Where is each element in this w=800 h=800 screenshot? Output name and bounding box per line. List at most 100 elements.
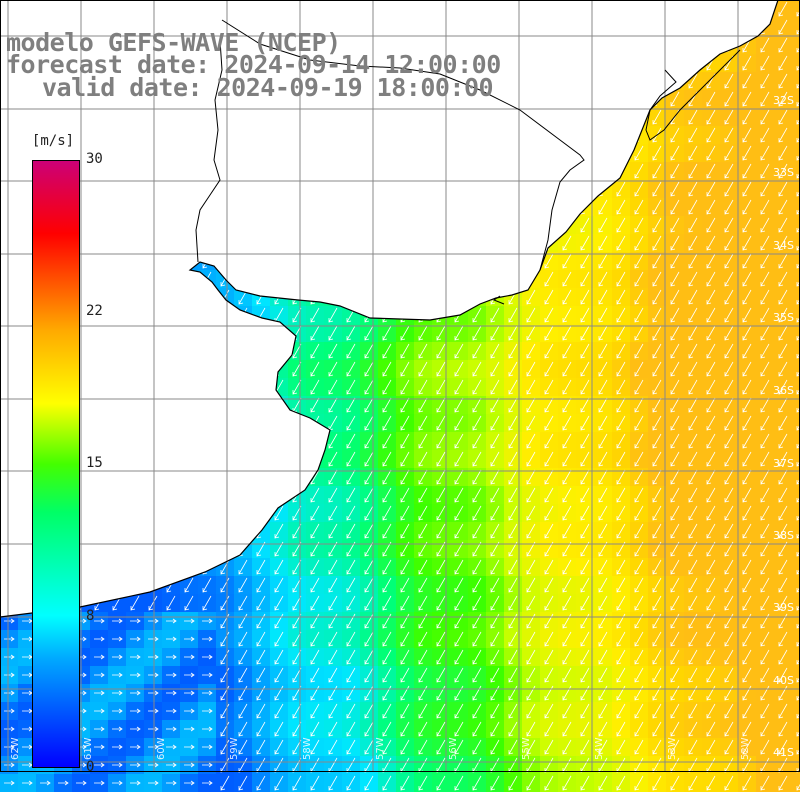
- wind-arrow: [598, 361, 608, 377]
- wind-arrow: [490, 361, 500, 377]
- wind-arrow: [724, 163, 734, 179]
- wind-arrow: [760, 55, 770, 71]
- wind-arrow: [688, 325, 698, 341]
- wind-arrow: [634, 199, 644, 215]
- wind-arrow: [724, 307, 734, 323]
- wind-arrow: [724, 235, 734, 251]
- wind-arrow: [616, 289, 626, 305]
- wind-arrow: [382, 361, 392, 377]
- wind-arrow: [778, 343, 788, 359]
- wind-arrow: [616, 199, 626, 215]
- wind-arrow: [760, 163, 770, 179]
- wind-arrow: [706, 91, 716, 107]
- wind-arrow: [706, 343, 716, 359]
- wind-arrow: [706, 163, 716, 179]
- wind-arrow: [760, 289, 770, 305]
- wind-arrow: [418, 379, 428, 395]
- wind-arrow: [634, 271, 644, 287]
- wind-arrow: [724, 127, 734, 143]
- wind-arrow: [526, 325, 536, 341]
- wind-arrow: [760, 235, 770, 251]
- wind-arrow: [688, 271, 698, 287]
- wind-arrow: [778, 289, 788, 305]
- wind-arrow: [400, 325, 410, 341]
- wind-arrow: [364, 361, 374, 377]
- wind-arrow: [472, 307, 482, 323]
- wind-arrow: [526, 307, 536, 323]
- wind-arrow: [670, 325, 680, 341]
- wind-speed-cell: [792, 342, 800, 360]
- wind-arrow: [760, 307, 770, 323]
- wind-arrow: [670, 271, 680, 287]
- wind-arrow: [742, 145, 752, 161]
- wind-arrow: [634, 253, 644, 269]
- lat-label: 35S: [773, 311, 794, 324]
- wind-speed-cell: [792, 630, 800, 648]
- wind-arrow: [688, 235, 698, 251]
- wind-speed-cell: [792, 378, 800, 396]
- wind-arrow: [778, 325, 788, 341]
- wind-arrow: [706, 217, 716, 233]
- wind-speed-cell: [792, 216, 800, 234]
- wind-arrow: [580, 289, 590, 305]
- wind-arrow: [778, 181, 788, 197]
- wind-arrow: [760, 271, 770, 287]
- wind-arrow: [508, 361, 518, 377]
- wind-speed-cell: [792, 648, 800, 666]
- wind-speed-cell: [792, 666, 800, 684]
- wind-arrow: [418, 361, 428, 377]
- lon-label: 54W: [594, 737, 605, 760]
- wind-arrow: [580, 235, 590, 251]
- wind-speed-cell: [792, 288, 800, 306]
- wind-speed-cell: [792, 324, 800, 342]
- wind-arrow: [652, 307, 662, 323]
- wind-arrow: [760, 145, 770, 161]
- wind-arrow: [328, 343, 338, 359]
- wind-arrow: [526, 343, 536, 359]
- wind-arrow: [724, 343, 734, 359]
- wind-arrow: [724, 73, 734, 89]
- wind-arrow: [760, 73, 770, 89]
- wind-arrow: [742, 127, 752, 143]
- wind-arrow: [760, 325, 770, 341]
- wind-speed-cell: [792, 720, 800, 738]
- wind-arrow: [742, 217, 752, 233]
- wind-arrow: [616, 325, 626, 341]
- wind-speed-cell: [792, 486, 800, 504]
- wind-speed-cell: [792, 306, 800, 324]
- wind-arrow: [670, 361, 680, 377]
- wind-speed-cell: [792, 126, 800, 144]
- wind-arrow: [328, 307, 338, 323]
- wind-arrow: [706, 289, 716, 305]
- wind-arrow: [346, 379, 356, 395]
- wind-arrow: [616, 181, 626, 197]
- wind-arrow: [634, 235, 644, 251]
- wind-arrow: [616, 343, 626, 359]
- wind-arrow: [760, 253, 770, 269]
- wind-arrow: [544, 253, 554, 269]
- wind-arrow: [652, 271, 662, 287]
- wind-arrow: [742, 91, 752, 107]
- wind-arrow: [346, 343, 356, 359]
- wind-arrow: [616, 271, 626, 287]
- wind-arrow: [598, 235, 608, 251]
- wind-arrow: [580, 325, 590, 341]
- wind-arrow: [724, 91, 734, 107]
- wind-arrow: [616, 217, 626, 233]
- wind-arrow: [778, 361, 788, 377]
- wind-speed-cell: [792, 180, 800, 198]
- wind-arrow: [310, 325, 320, 341]
- wind-arrow: [778, 145, 788, 161]
- wind-arrow: [778, 127, 788, 143]
- wind-arrow: [652, 235, 662, 251]
- wind-arrow: [526, 361, 536, 377]
- wind-arrow: [508, 343, 518, 359]
- wind-arrow: [724, 109, 734, 125]
- wind-arrow: [490, 307, 500, 323]
- wind-arrow: [544, 307, 554, 323]
- wind-arrow: [706, 361, 716, 377]
- wind-arrow: [562, 253, 572, 269]
- wind-arrow: [688, 361, 698, 377]
- wind-arrow: [706, 325, 716, 341]
- wind-arrow: [346, 325, 356, 341]
